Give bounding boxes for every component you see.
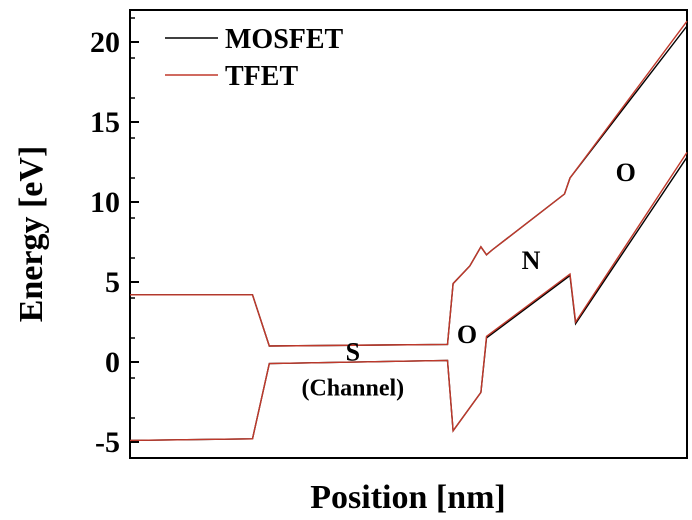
plot-frame xyxy=(129,9,688,459)
annotation-label: (Channel) xyxy=(301,376,404,402)
y-axis-ticks: 20 15 10 5 0 -5 xyxy=(90,17,139,459)
region-annotations: S (Channel) O N O xyxy=(301,158,635,401)
legend-label-tfet: TFET xyxy=(225,61,298,92)
legend: MOSFET TFET xyxy=(165,24,344,92)
annotation-label: S xyxy=(346,337,360,366)
series-tfet-band-upper xyxy=(130,20,688,347)
y-tick-label: 10 xyxy=(90,186,120,219)
y-tick-label: 5 xyxy=(105,266,120,299)
y-axis-label: Energy [eV] xyxy=(13,146,50,323)
series-lines xyxy=(129,20,688,442)
y-tick-label: 15 xyxy=(90,106,120,139)
series-mosfet-band-upper xyxy=(130,25,688,347)
series-mosfet-band-lower xyxy=(129,156,688,442)
y-tick-label: -5 xyxy=(95,426,120,459)
annotation-label: N xyxy=(522,246,541,275)
annotation-label: O xyxy=(616,158,636,187)
legend-label-mosfet: MOSFET xyxy=(225,24,344,55)
y-tick-label: 20 xyxy=(90,26,120,59)
series-tfet-band-lower xyxy=(129,152,688,442)
annotation-label: O xyxy=(457,320,477,349)
y-tick-label: 0 xyxy=(105,346,120,379)
x-axis-label: Position [nm] xyxy=(310,479,506,516)
